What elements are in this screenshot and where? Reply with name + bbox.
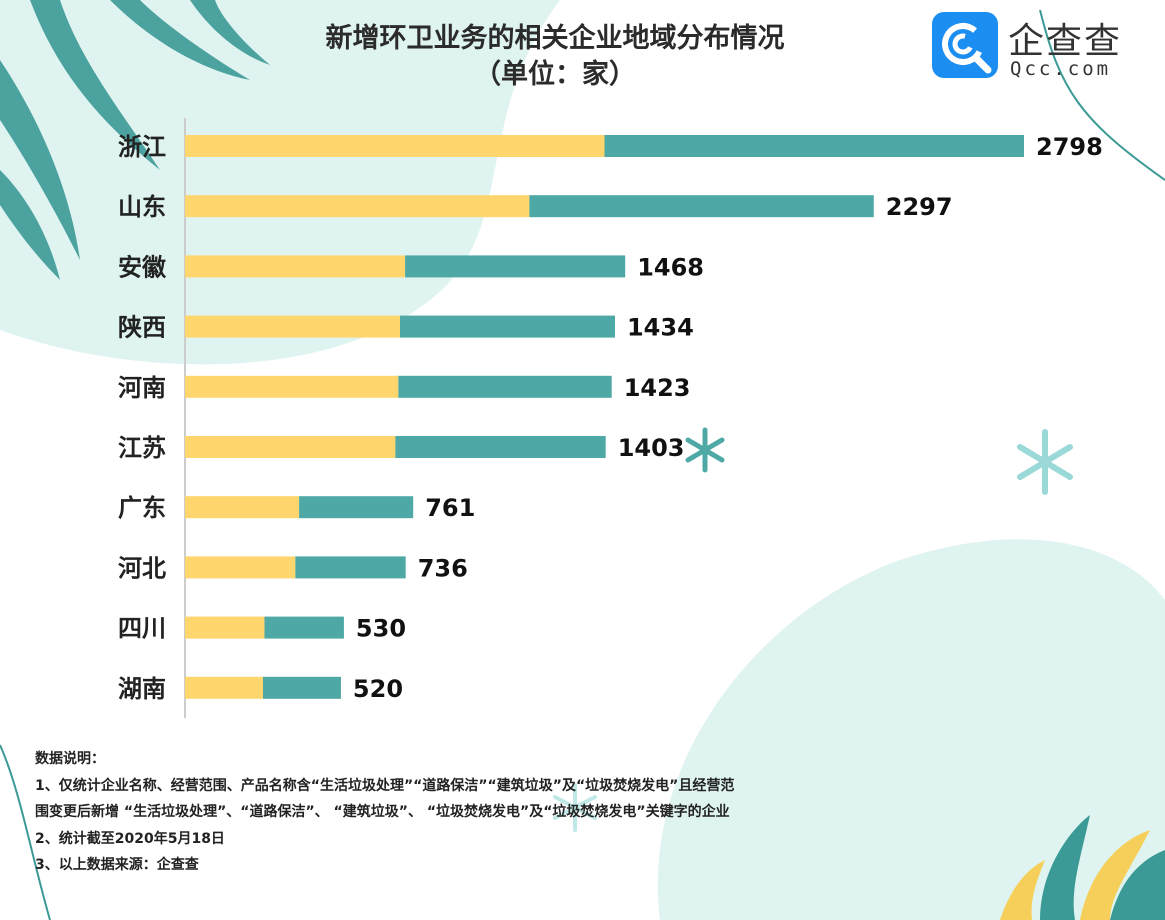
background-blob-bottom (657, 539, 1165, 920)
category-label: 江苏 (118, 434, 166, 462)
bar-segment-yellow (185, 496, 300, 519)
category-label: 陕西 (118, 314, 166, 342)
brand-logo[interactable]: 企查查 Qcc.com (932, 12, 1128, 80)
chart-title: 新增环卫业务的相关企业地域分布情况 (325, 23, 785, 54)
notes-line-1: 1、仅统计企业名称、经营范围、产品名称含“生活垃圾处理”“道路保洁”“建筑垃圾”… (35, 777, 735, 794)
category-label: 广东 (118, 494, 166, 522)
value-label: 1434 (627, 314, 694, 342)
category-label: 四川 (118, 615, 166, 643)
sparkle-icon (685, 427, 725, 473)
notes-line-3: 2、统计截至2020年5月18日 (35, 830, 225, 847)
bar-segment-yellow (185, 556, 296, 579)
bar-segment-yellow (185, 676, 263, 699)
logo-mark-icon (932, 12, 998, 78)
category-label: 湖南 (118, 675, 166, 703)
category-label: 浙江 (118, 133, 166, 161)
logo-url: Qcc.com (1010, 58, 1112, 80)
value-label: 2798 (1036, 133, 1103, 161)
notes-heading: 数据说明： (35, 751, 105, 767)
value-label: 1423 (624, 374, 691, 402)
decorative-line (0, 744, 51, 920)
leaf-icon (1000, 815, 1165, 920)
data-notes: 数据说明： 1、仅统计企业名称、经营范围、产品名称含“生活垃圾处理”“道路保洁”… (35, 746, 935, 879)
bar-segment-yellow (185, 436, 396, 458)
leaf-icon (0, 0, 270, 280)
notes-line-2: 围变更后新增 “生活垃圾处理”、“道路保洁”、 “建筑垃圾”、 “垃圾焚烧发电”… (35, 804, 730, 820)
value-label: 530 (356, 615, 406, 643)
category-label: 山东 (118, 193, 166, 221)
bar-segment-teal (262, 676, 341, 699)
value-label: 2297 (886, 193, 953, 221)
decorative-line (1039, 9, 1165, 181)
value-label: 736 (418, 554, 468, 582)
bar-segment-teal (405, 255, 626, 278)
bar-segment-teal (264, 616, 344, 639)
bar-segment-teal (398, 375, 612, 398)
sparkle-icon (553, 783, 597, 832)
bar-segment-yellow (185, 135, 605, 157)
value-label: 1403 (618, 434, 685, 462)
bar-segment-yellow (185, 195, 530, 218)
bar-segment-yellow (185, 616, 265, 639)
chart-subtitle-unit: （单位：家） (474, 59, 636, 90)
sparkle-icon (1017, 429, 1073, 495)
bar-segment-teal (395, 436, 606, 458)
bar-segment-teal (295, 556, 406, 579)
bar-segment-teal (399, 315, 615, 338)
bar-segment-yellow (185, 255, 406, 278)
bar-segment-teal (529, 195, 874, 218)
bar-segment-teal (299, 496, 414, 519)
bar-segment-yellow (185, 375, 399, 398)
category-label: 安徽 (118, 253, 167, 281)
logo-name: 企查查 (1008, 21, 1123, 62)
value-label: 761 (425, 494, 475, 522)
bar-segment-yellow (185, 315, 400, 338)
notes-line-4: 3、以上数据来源：企查查 (35, 857, 199, 873)
value-label: 1468 (637, 253, 704, 281)
category-label: 河北 (118, 554, 166, 582)
bar-segment-teal (604, 135, 1024, 157)
category-label: 河南 (118, 374, 166, 402)
value-label: 520 (353, 675, 403, 703)
